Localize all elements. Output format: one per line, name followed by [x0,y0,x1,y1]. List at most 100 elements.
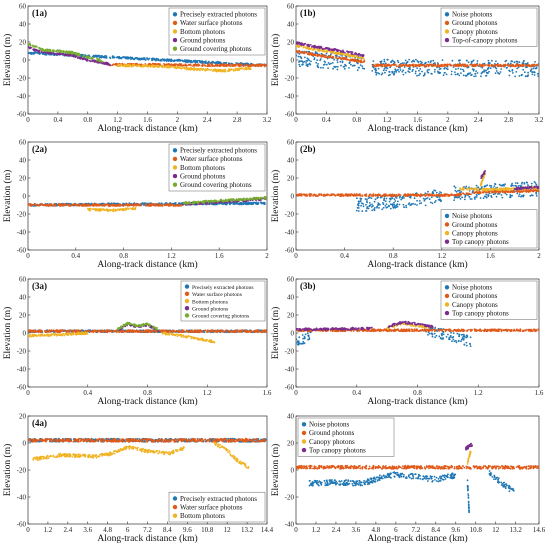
photon-point [484,195,487,198]
photon-point [217,62,220,64]
photon-point [470,62,473,64]
photon-point [82,58,84,61]
photon-point [257,197,260,200]
y-tick-label: 20 [19,38,27,46]
y-tick-label: 0 [291,192,295,200]
photon-point [476,63,478,66]
photon-point [312,48,315,51]
photon-point [374,67,377,70]
photon-point [147,58,150,61]
photon-point [410,203,413,206]
photon-point [421,70,423,73]
photon-point [353,55,355,57]
photon-point [359,197,362,200]
photon-point [233,65,236,67]
photon-point [252,63,255,66]
photon-point [492,193,495,196]
photon-point [153,62,156,65]
photon-point [42,204,45,207]
photon-point [311,45,314,47]
photon-point [174,63,176,65]
photon-point [317,63,319,65]
photon-point [185,201,188,203]
photon-point [487,66,490,69]
photon-point [396,195,399,197]
photon-point [382,206,385,209]
photon-point [82,203,85,205]
photon-point [434,189,437,192]
photon-point [119,204,122,207]
photon-point [335,57,338,59]
photon-point [221,70,224,73]
photon-point [46,203,49,206]
photon-point [41,203,44,206]
photon-point [339,50,342,53]
photon-point [106,204,109,206]
photon-point [394,200,397,202]
photon-point [147,66,150,68]
photon-point [149,65,152,68]
x-tick-label: 0.4 [322,116,331,124]
photon-point [231,198,233,201]
photon-point [443,63,446,66]
photon-point [473,75,475,78]
photon-point [214,68,217,71]
photon-point [226,201,228,204]
photon-point [372,60,375,62]
photon-point [184,63,187,66]
photon-point [417,61,420,64]
photon-point [510,64,513,66]
photon-point [462,68,464,71]
photon-point [445,67,448,70]
photon-point [172,66,175,68]
photon-point [135,64,138,67]
series-ground-photons [28,46,111,67]
photon-point [38,49,41,52]
photon-point [520,74,523,77]
photon-point [302,61,304,64]
photon-point [373,209,376,212]
photon-point [378,64,381,67]
photon-point [404,59,407,62]
photon-point [77,56,80,59]
photon-point [483,70,486,73]
photon-point [125,65,128,68]
x-tick-label: 3.2 [535,116,544,124]
photon-point [391,70,394,73]
photon-point [521,64,524,66]
photon-point [139,65,141,68]
photon-point [142,57,145,59]
photon-point [489,184,491,187]
photon-point [370,197,373,200]
photon-point [166,203,169,206]
photon-point [30,47,32,49]
photon-point [455,68,457,70]
photon-point [308,53,311,56]
photon-point [485,74,488,77]
photon-point [403,62,405,64]
photon-point [307,63,309,66]
photon-point [97,59,100,61]
photon-point [144,64,147,66]
photon-point [155,58,158,61]
photon-point [369,204,371,207]
photon-point [127,57,130,60]
photon-point [364,198,367,200]
photon-point [324,61,326,63]
photon-point [461,196,463,199]
photon-point [49,49,52,52]
photon-point [465,74,467,77]
photon-point [393,203,395,206]
photon-point [228,70,231,72]
photon-point [210,68,213,71]
y-tick-label: 60 [287,138,295,146]
photon-point [326,46,328,49]
photon-point [175,59,178,62]
y-tick-label: 0 [291,56,295,64]
photon-point [405,204,407,207]
photon-point [102,56,105,59]
photon-point [206,61,209,64]
photon-point [300,57,303,60]
photon-point [396,65,398,68]
photon-point [237,69,240,72]
